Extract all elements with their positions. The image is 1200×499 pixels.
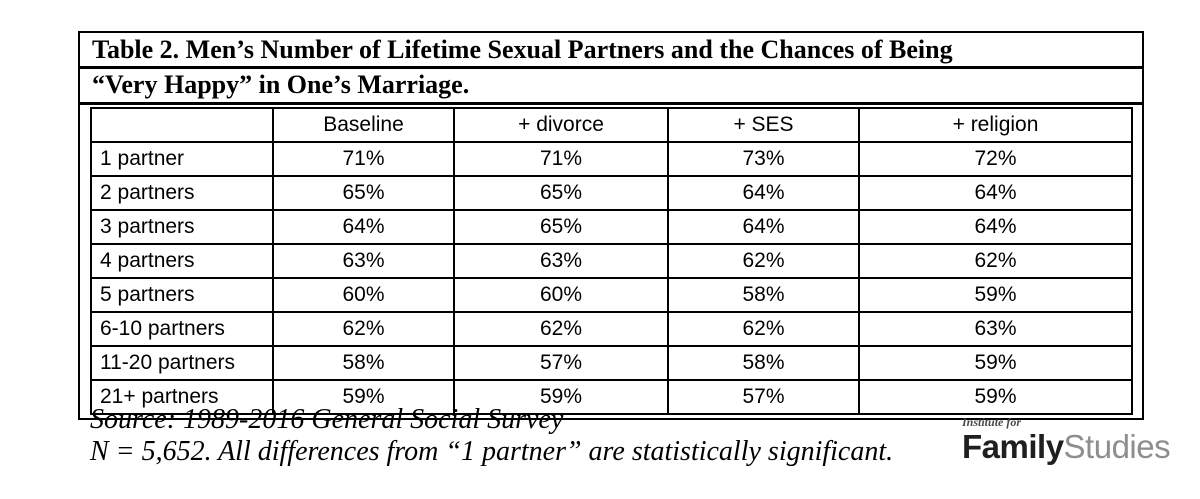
table-row: 3 partners 64% 65% 64% 64% [90, 209, 1133, 245]
logo-wordmark: FamilyStudies [962, 428, 1171, 465]
cell-value: 62% [667, 311, 860, 347]
row-label: 11-20 partners [90, 345, 274, 381]
cell-value: 72% [858, 141, 1133, 177]
cell-value: 57% [453, 345, 669, 381]
cell-value: 58% [272, 345, 455, 381]
cell-value: 60% [272, 277, 455, 313]
header-cell-empty [90, 107, 274, 143]
institute-for-family-studies-logo: Institute for FamilyStudies [962, 415, 1171, 465]
cell-value: 62% [858, 243, 1133, 279]
cell-value: 57% [667, 379, 860, 415]
cell-value: 71% [453, 141, 669, 177]
header-cell-divorce: + divorce [453, 107, 669, 143]
cell-value: 65% [453, 175, 669, 211]
row-label: 5 partners [90, 277, 274, 313]
cell-value: 58% [667, 277, 860, 313]
source-note: Source: 1989-2016 General Social Survey … [90, 404, 893, 468]
cell-value: 63% [272, 243, 455, 279]
table-row: 2 partners 65% 65% 64% 64% [90, 175, 1133, 211]
cell-value: 64% [667, 175, 860, 211]
cell-value: 71% [272, 141, 455, 177]
cell-value: 64% [858, 209, 1133, 245]
cell-value: 59% [858, 379, 1133, 415]
row-label: 2 partners [90, 175, 274, 211]
cell-value: 59% [858, 277, 1133, 313]
logo-wordmark-family: Family [962, 428, 1064, 465]
row-label: 1 partner [90, 141, 274, 177]
cell-value: 62% [272, 311, 455, 347]
table-title-line-1: Table 2. Men’s Number of Lifetime Sexual… [80, 33, 1142, 69]
table-row: 6-10 partners 62% 62% 62% 63% [90, 311, 1133, 347]
header-cell-baseline: Baseline [272, 107, 455, 143]
logo-wordmark-studies: Studies [1063, 428, 1171, 465]
cell-value: 64% [272, 209, 455, 245]
row-label: 4 partners [90, 243, 274, 279]
header-cell-religion: + religion [858, 107, 1133, 143]
cell-value: 64% [667, 209, 860, 245]
cell-value: 60% [453, 277, 669, 313]
table-row: 21+ partners 59% 59% 57% 59% [90, 379, 1133, 415]
cell-value: 59% [272, 379, 455, 415]
cell-value: 59% [453, 379, 669, 415]
table-row: 1 partner 71% 71% 73% 72% [90, 141, 1133, 177]
row-label: 6-10 partners [90, 311, 274, 347]
cell-value: 65% [453, 209, 669, 245]
cell-value: 63% [453, 243, 669, 279]
cell-value: 65% [272, 175, 455, 211]
header-row: Baseline + divorce + SES + religion [90, 107, 1133, 143]
table-title-line-2: “Very Happy” in One’s Marriage. [80, 69, 1142, 105]
cell-value: 73% [667, 141, 860, 177]
header-cell-ses: + SES [667, 107, 860, 143]
cell-value: 62% [453, 311, 669, 347]
sample-note-line: N = 5,652. All differences from “1 partn… [90, 436, 894, 467]
row-label: 21+ partners [90, 379, 274, 415]
table-figure: Table 2. Men’s Number of Lifetime Sexual… [78, 31, 1144, 420]
source-line: Source: 1989-2016 General Social Survey [90, 404, 564, 435]
logo-tagline: Institute for [962, 415, 1022, 429]
row-label: 3 partners [90, 209, 274, 245]
partners-happiness-table: Baseline + divorce + SES + religion 1 pa… [90, 107, 1133, 415]
cell-value: 62% [667, 243, 860, 279]
table-row: 5 partners 60% 60% 58% 59% [90, 277, 1133, 313]
table-row: 4 partners 63% 63% 62% 62% [90, 243, 1133, 279]
cell-value: 58% [667, 345, 860, 381]
cell-value: 59% [858, 345, 1133, 381]
cell-value: 63% [858, 311, 1133, 347]
table-row: 11-20 partners 58% 57% 58% 59% [90, 345, 1133, 381]
cell-value: 64% [858, 175, 1133, 211]
data-table-wrapper: Baseline + divorce + SES + religion 1 pa… [80, 105, 1142, 418]
